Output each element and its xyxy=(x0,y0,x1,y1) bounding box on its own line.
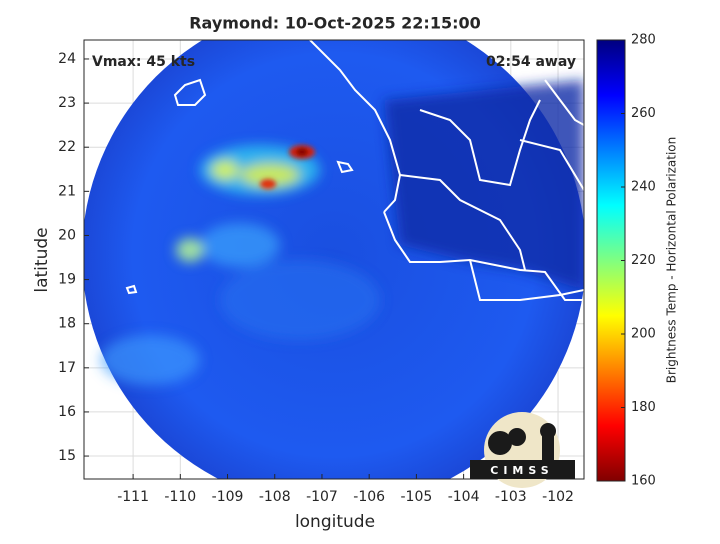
y-tick-label: 17 xyxy=(58,360,76,376)
y-tick-label: 20 xyxy=(58,227,76,243)
y-tick-label: 21 xyxy=(58,183,76,199)
y-tick-label: 24 xyxy=(58,51,76,67)
x-tick-label: -107 xyxy=(306,489,338,505)
colorbar-tick-label: 180 xyxy=(631,400,656,415)
x-tick-label: -111 xyxy=(117,489,149,505)
x-tick-label: -110 xyxy=(164,489,196,505)
x-tick-label: -109 xyxy=(212,489,244,505)
y-tick-label: 16 xyxy=(58,404,76,420)
logo: CIMSS xyxy=(470,412,575,488)
title: Raymond: 10-Oct-2025 22:15:00 xyxy=(189,14,481,33)
brightness-field xyxy=(100,80,584,385)
x-tick-label: -103 xyxy=(495,489,527,505)
y-tick-label: 22 xyxy=(58,139,76,155)
annotation-vmax: Vmax: 45 kts xyxy=(92,54,195,70)
colorbar-label: Brightness Temp - Horizontal Polarizatio… xyxy=(665,137,679,384)
colorbar xyxy=(596,39,626,482)
x-tick-label: -102 xyxy=(542,489,574,505)
x-tick-label: -104 xyxy=(448,489,480,505)
coastlines xyxy=(125,40,584,301)
plot-frame xyxy=(83,39,585,480)
colorbar-tick-label: 240 xyxy=(631,180,656,195)
y-axis-label: latitude xyxy=(32,227,52,292)
y-tick-label: 18 xyxy=(58,316,76,332)
y-tick-label: 23 xyxy=(58,95,76,111)
annotation-time: 02:54 away xyxy=(486,54,576,70)
x-tick-label: -105 xyxy=(400,489,432,505)
colorbar-tick-label: 260 xyxy=(631,106,656,121)
x-tick-label: -106 xyxy=(353,489,385,505)
colorbar-tick-label: 220 xyxy=(631,253,656,268)
y-tick-label: 19 xyxy=(58,272,76,288)
ticks: -111 -110 -109 -108 -107 -106 -105 -104 -103 -102… xyxy=(58,51,574,505)
x-tick-label: -108 xyxy=(259,489,291,505)
logo-text: CIMSS xyxy=(490,464,553,477)
x-axis-label: longitude xyxy=(295,512,375,532)
colorbar-tick-label: 160 xyxy=(631,474,656,489)
colorbar-tick-label: 280 xyxy=(631,33,656,48)
swath xyxy=(84,40,584,479)
y-tick-label: 15 xyxy=(58,448,76,464)
hot-spots xyxy=(260,145,315,189)
colorbar-tick-label: 200 xyxy=(631,327,656,342)
